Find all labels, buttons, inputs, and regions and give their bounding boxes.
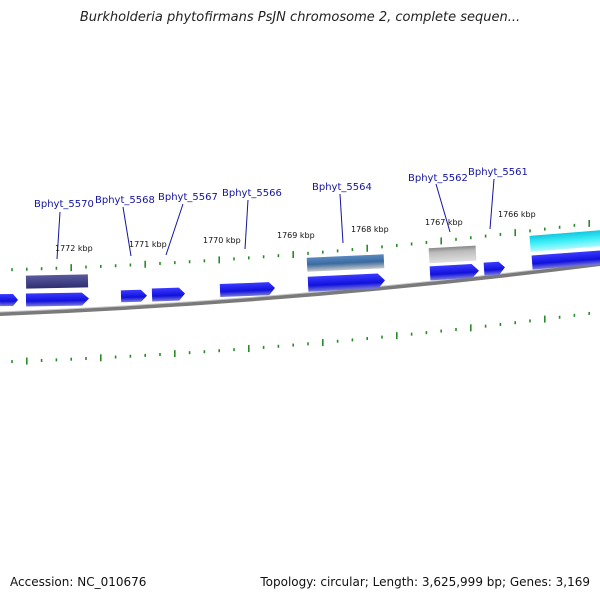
gene-arrow-bphyt-5561[interactable]: [483, 261, 506, 276]
gene-arrow-bphyt-5568[interactable]: [120, 289, 147, 303]
gene-arrow[interactable]: [0, 293, 18, 307]
gene-labels: Bphyt_5570 Bphyt_5568 Bphyt_5567 Bphyt_5…: [34, 167, 528, 210]
chromosome-backbone: [0, 262, 600, 316]
gene-label[interactable]: Bphyt_5567: [158, 192, 218, 203]
label-leaders: [56, 178, 495, 260]
gene-arrow-bphyt-5562[interactable]: [429, 264, 480, 281]
gene-arrow-bphyt-5570[interactable]: [25, 292, 89, 307]
gene-label[interactable]: Bphyt_5564: [312, 182, 372, 193]
feature-track: [25, 229, 600, 289]
scale-ticks-lower: [11, 311, 591, 365]
gene-label[interactable]: Bphyt_5568: [95, 195, 155, 206]
scale-label: 1771 kbp: [129, 240, 167, 249]
gene-arrow-bphyt-5564[interactable]: [307, 273, 386, 292]
gene-arrow-bphyt-5566[interactable]: [219, 282, 275, 298]
scale-label: 1772 kbp: [55, 244, 93, 253]
sequence-summary: Topology: circular; Length: 3,625,999 bp…: [260, 575, 590, 589]
gene-label[interactable]: Bphyt_5562: [408, 173, 468, 184]
map-title: Burkholderia phytofirmans PsJN chromosom…: [79, 10, 521, 25]
chromosome-backbone-highlight: [0, 261, 600, 313]
scale-ticks-upper: [11, 219, 591, 272]
scale-labels: 1772 kbp 1771 kbp 1770 kbp 1769 kbp 1768…: [55, 210, 536, 253]
gene-label[interactable]: Bphyt_5570: [34, 199, 94, 210]
scale-label: 1770 kbp: [203, 236, 241, 245]
gene-label[interactable]: Bphyt_5566: [222, 188, 282, 199]
feature-bar-purple[interactable]: [25, 274, 89, 289]
scale-label: 1768 kbp: [351, 225, 389, 234]
scale-label: 1766 kbp: [498, 210, 536, 219]
gene-bar[interactable]: [531, 250, 600, 270]
gene-track: [0, 250, 600, 307]
scale-label: 1767 kbp: [425, 218, 463, 227]
accession-text: Accession: NC_010676: [10, 575, 147, 589]
scale-label: 1769 kbp: [277, 231, 315, 240]
feature-bar-steel[interactable]: [306, 254, 385, 272]
feature-bar-cyan[interactable]: [529, 229, 600, 252]
gene-label[interactable]: Bphyt_5561: [468, 167, 528, 178]
feature-bar-gray[interactable]: [428, 245, 477, 264]
gene-arrow-bphyt-5567[interactable]: [151, 287, 185, 302]
